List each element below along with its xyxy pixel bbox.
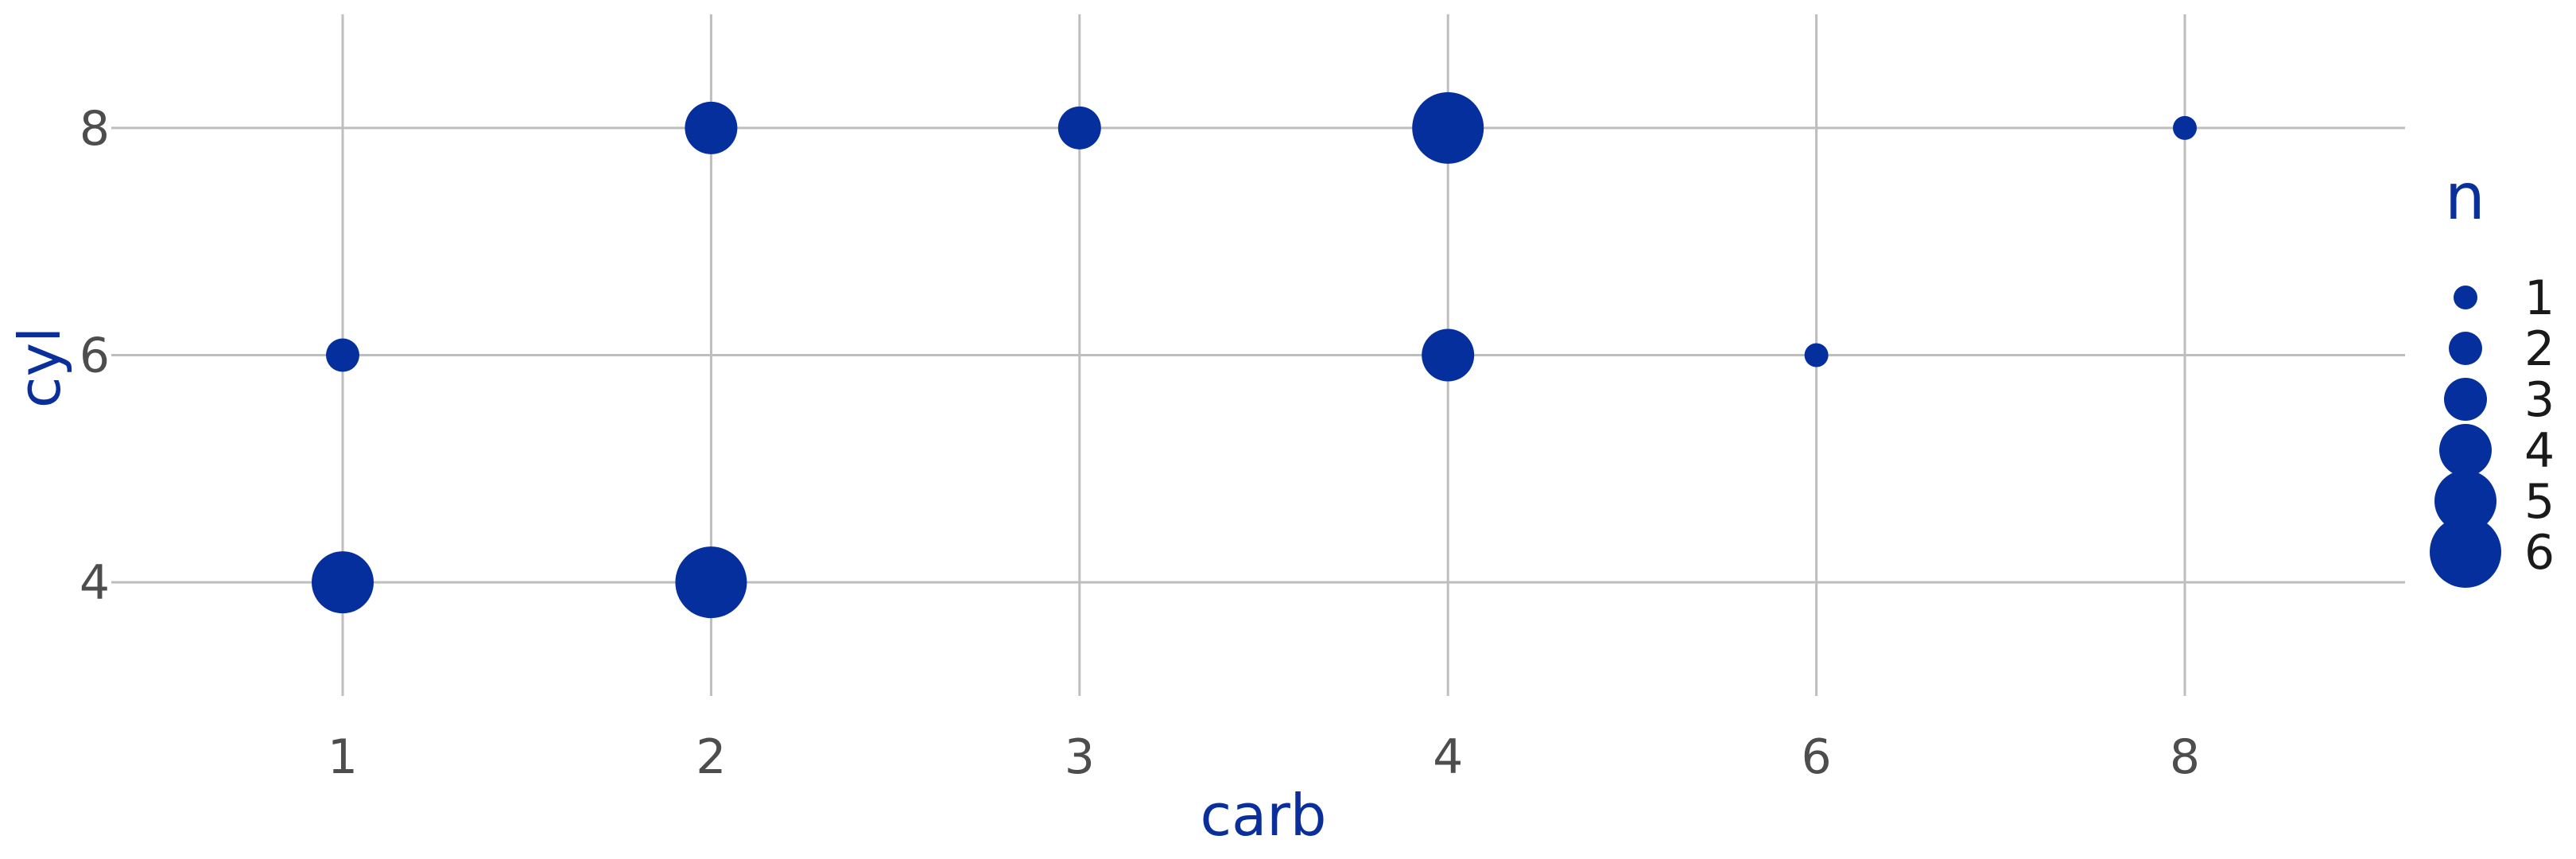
data-point: [1412, 91, 1484, 164]
x-axis-title: carb: [1200, 782, 1326, 849]
legend-label: 1: [2524, 270, 2555, 326]
data-point: [685, 101, 738, 154]
x-tick-labels: 1 2 3 4 6 8: [328, 729, 2200, 785]
data-point: [675, 546, 747, 619]
legend-label: 2: [2524, 321, 2555, 377]
y-tick-label: 8: [80, 101, 110, 157]
x-tick-label: 2: [696, 729, 726, 785]
x-tick-label: 3: [1065, 729, 1095, 785]
data-point: [1804, 343, 1829, 367]
x-tick-label: 8: [2170, 729, 2200, 785]
data-point: [312, 551, 374, 614]
legend-key: [2449, 332, 2482, 365]
legend-key: [2444, 378, 2487, 421]
legend-key: [2454, 286, 2477, 309]
y-tick-label: 6: [80, 328, 110, 384]
y-axis-title: cyl: [6, 327, 73, 408]
data-point: [2173, 115, 2197, 140]
data-point: [1057, 106, 1101, 150]
data-point: [1422, 328, 1475, 382]
x-tick-label: 4: [1433, 729, 1463, 785]
legend-title: n: [2445, 160, 2485, 234]
legend-label: 4: [2524, 423, 2555, 479]
y-tick-labels: 4 6 8: [80, 101, 110, 611]
data-point: [326, 338, 359, 372]
y-gridlines: [111, 126, 2405, 584]
data-points: [312, 91, 2197, 619]
legend-label: 6: [2524, 525, 2555, 581]
legend-key: [2430, 516, 2501, 588]
legend-label: 3: [2524, 372, 2555, 428]
legend-key: [2434, 470, 2496, 532]
x-tick-label: 6: [1802, 729, 1832, 785]
legend-key: [2439, 424, 2492, 476]
x-tick-label: 1: [328, 729, 358, 785]
y-tick-label: 4: [80, 555, 110, 611]
legend-label: 5: [2524, 474, 2555, 530]
